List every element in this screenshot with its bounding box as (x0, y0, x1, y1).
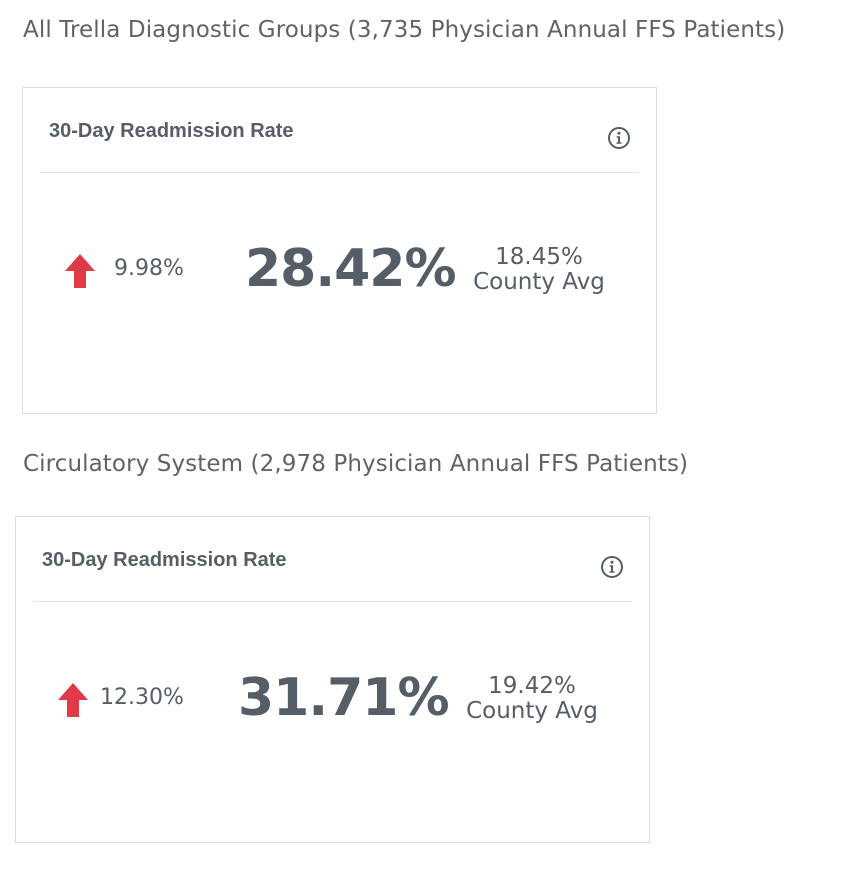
readmission-rate-card-circulatory: 30-Day Readmission Rate 12.30% 31.71% 19… (15, 516, 650, 843)
info-circle-icon[interactable] (600, 555, 624, 579)
county-average-value: 19.42% (488, 673, 576, 699)
county-average: 18.45% County Avg (470, 245, 608, 295)
county-average-label: County Avg (473, 269, 605, 295)
arrow-up-icon (65, 254, 95, 288)
main-rate-value: 31.71% (238, 668, 450, 728)
readmission-rate-card-all-groups: 30-Day Readmission Rate 9.98% 28.42% 18.… (22, 87, 657, 414)
card-title: 30-Day Readmission Rate (49, 120, 294, 142)
card-divider (33, 601, 632, 602)
arrow-up-icon (58, 683, 88, 717)
card-divider (40, 172, 639, 173)
county-average-label: County Avg (466, 698, 598, 724)
card-title: 30-Day Readmission Rate (42, 549, 287, 571)
section-title-circulatory: Circulatory System (2,978 Physician Annu… (23, 451, 689, 477)
county-average: 19.42% County Avg (463, 674, 601, 724)
trend-value: 12.30% (100, 685, 184, 710)
info-circle-icon[interactable] (607, 126, 631, 150)
section-title-all-groups: All Trella Diagnostic Groups (3,735 Phys… (23, 17, 786, 43)
county-average-value: 18.45% (495, 244, 583, 270)
trend-value: 9.98% (114, 256, 184, 281)
main-rate-value: 28.42% (245, 239, 457, 299)
